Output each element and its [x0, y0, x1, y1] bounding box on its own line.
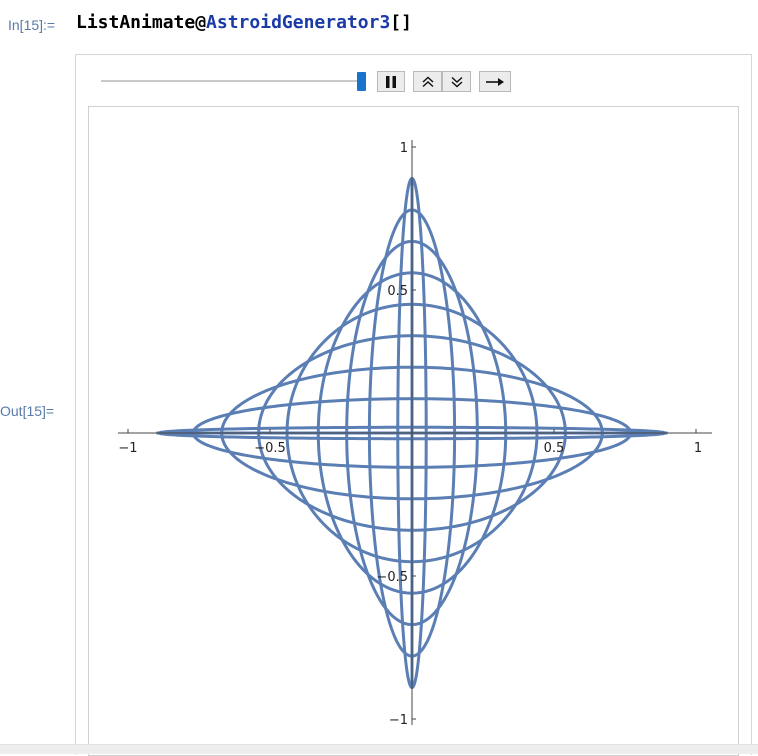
code-tail: []	[390, 12, 412, 33]
x-tick-label: 0.5	[544, 441, 565, 456]
output-label: Out[15]=	[0, 403, 55, 419]
code-head: ListAnimate@	[76, 12, 207, 33]
x-tick-label: 1	[694, 441, 702, 456]
y-tick-label: 1	[400, 141, 408, 156]
code-symbol: AstroidGenerator3	[206, 12, 391, 33]
y-tick-label: −1	[389, 713, 408, 728]
slower-button[interactable]	[442, 71, 471, 92]
x-tick-label: −0.5	[254, 441, 286, 456]
slider-thumb[interactable]	[357, 72, 366, 91]
faster-button[interactable]	[413, 71, 442, 92]
pause-icon	[386, 75, 396, 88]
bottom-scrollbar[interactable]	[0, 744, 758, 754]
direction-button[interactable]	[479, 71, 511, 92]
slower-icon	[451, 76, 462, 87]
y-tick-label: 0.5	[387, 284, 408, 299]
x-tick-label: −1	[118, 441, 137, 456]
input-code[interactable]: ListAnimate@AstroidGenerator3[]	[76, 12, 412, 33]
axes: −1 −0.5 0.5 1 1 0.5 −0.5 −1	[118, 140, 712, 728]
direction-forward-icon	[486, 77, 504, 86]
faster-icon	[422, 76, 433, 87]
animation-slider[interactable]	[101, 80, 363, 82]
pause-button[interactable]	[377, 71, 405, 92]
y-tick-label: −0.5	[376, 570, 408, 585]
input-label: In[15]:=	[8, 17, 56, 33]
